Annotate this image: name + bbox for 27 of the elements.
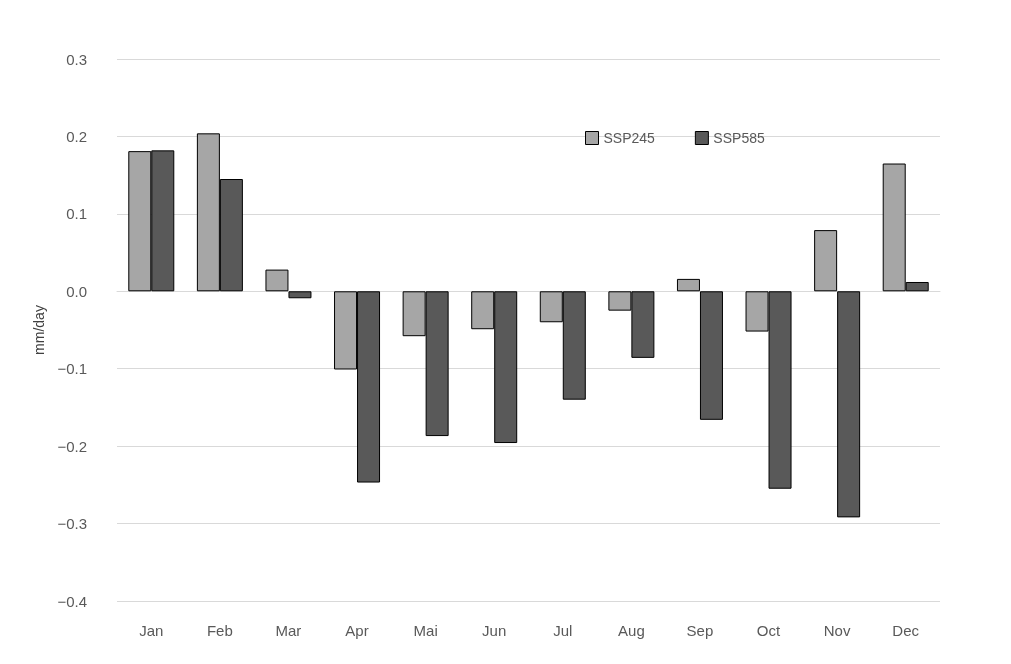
bar [676,278,700,292]
bar [814,230,838,292]
legend-label: SSP585 [713,130,765,146]
x-tick-label: Dec [892,622,920,639]
x-tick-label: Oct [756,622,782,639]
legend-label: SSP245 [603,130,656,146]
x-tick-label: Apr [345,622,369,639]
bar [837,291,861,518]
x-tick-label: Jun [482,622,507,639]
y-axis-title: mm/day [31,305,48,355]
y-tick-label: −0.1 [57,360,87,378]
x-tick-label: Nov [823,622,851,639]
x-tick-label: Sep [686,622,714,639]
x-tick-label: Jan [139,622,164,639]
x-tick-label: Mai [413,622,438,639]
y-tick-label: 0.2 [66,127,87,145]
y-tick-label: 0.0 [66,282,87,300]
x-tick-label: Aug [618,622,645,639]
x-tick-label: Mar [275,622,302,639]
bar [699,291,723,420]
x-tick-label: Feb [206,622,233,639]
x-tick-label: Jul [553,622,573,639]
y-tick-label: 0.1 [66,205,87,223]
y-tick-label: −0.3 [57,515,87,533]
y-tick-label: 0.3 [66,50,87,68]
y-tick-label: −0.4 [57,592,87,610]
y-tick-label: −0.2 [57,437,87,455]
